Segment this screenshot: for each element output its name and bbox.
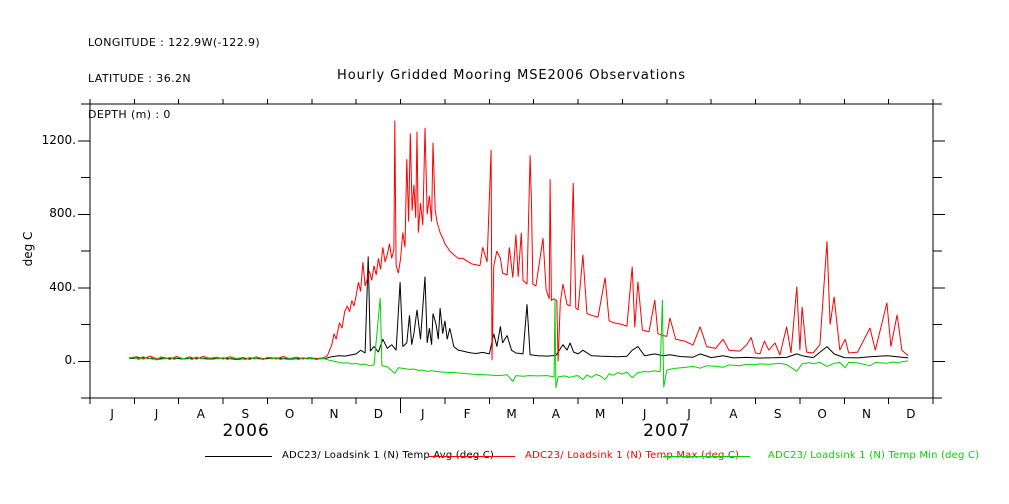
year-label: 2006 — [222, 421, 270, 441]
plot-frame — [89, 103, 934, 399]
series-line-temp-max — [128, 120, 909, 362]
month-label: A — [551, 407, 560, 421]
month-label: M — [595, 407, 606, 421]
series-line-temp-avg — [128, 256, 909, 360]
latitude-text: LATITUDE : 36.2N — [88, 72, 192, 85]
series-line-temp-min — [128, 297, 909, 388]
month-label: N — [329, 407, 339, 421]
legend-label-temp-avg: ADC23/ Loadsink 1 (N) Temp Avg (deg C) — [282, 450, 495, 461]
month-label: J — [110, 407, 114, 421]
month-label: A — [196, 407, 206, 421]
y-tick-label: 400. — [49, 279, 76, 294]
longitude-text: LONGITUDE : 122.9W(-122.9) — [88, 36, 261, 49]
y-tick-label: 1200. — [41, 132, 76, 147]
legend-label-temp-min: ADC23/ Loadsink 1 (N) Temp Min (deg C) — [768, 450, 980, 461]
month-label: F — [463, 407, 471, 421]
legend-line-temp-avg — [205, 456, 272, 457]
month-label: O — [817, 407, 827, 421]
legend-line-temp-min — [663, 456, 750, 457]
legend-label-temp-max: ADC23/ Loadsink 1 (N) Temp Max (deg C) — [525, 450, 740, 461]
month-label: S — [241, 407, 250, 421]
month-label: D — [906, 407, 916, 421]
month-label: M — [506, 407, 517, 421]
year-label: 2007 — [643, 421, 691, 441]
month-label: J — [154, 407, 159, 421]
y-tick-label: 800. — [49, 206, 76, 221]
month-label: J — [420, 407, 425, 421]
chart-title: Hourly Gridded Mooring MSE2006 Observati… — [337, 68, 686, 83]
legend-line-temp-max — [428, 456, 515, 457]
y-tick-label: 0. — [64, 353, 76, 368]
month-label: S — [773, 407, 782, 421]
location-header: LONGITUDE : 122.9W(-122.9) LATITUDE : 36… — [88, 13, 260, 133]
month-label: O — [284, 407, 295, 421]
month-label: N — [861, 407, 871, 421]
depth-text: DEPTH (m) : 0 — [88, 108, 171, 121]
month-label: A — [729, 407, 738, 421]
month-label: J — [642, 407, 647, 421]
month-label: D — [373, 407, 384, 421]
month-label: J — [687, 407, 691, 421]
